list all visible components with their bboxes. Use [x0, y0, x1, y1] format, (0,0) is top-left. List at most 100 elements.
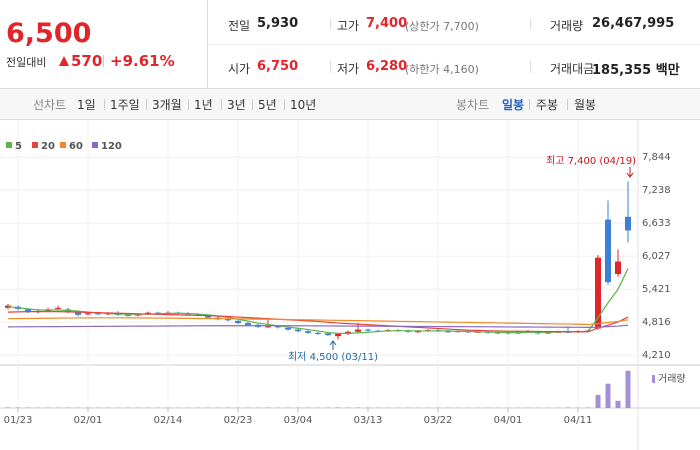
candle-body [75, 312, 81, 315]
divider [252, 99, 253, 110]
candle-body [125, 314, 131, 316]
stat-value: 7,400 [366, 16, 408, 31]
candle-body [355, 329, 361, 332]
divider [207, 0, 208, 88]
nav-label: 봉차트 [456, 98, 490, 112]
volume-bar [335, 407, 341, 408]
y-tick-label: 7,238 [642, 185, 671, 196]
candle-body [415, 331, 421, 333]
candle-body [205, 315, 211, 318]
stat-value: 26,467,995 [592, 16, 675, 31]
y-tick-label: 6,027 [642, 251, 671, 262]
stat-value: 185,355 백만 [592, 63, 680, 78]
period-button[interactable]: 1일 [77, 98, 96, 112]
stat-note: (상한가 7,700) [405, 20, 479, 33]
volume-bar [615, 400, 621, 408]
x-tick-label: 03/13 [354, 415, 383, 426]
legend-label: 거래량 [658, 373, 686, 385]
stat-note: (하한가 4,160) [405, 63, 479, 76]
ma-line [7, 311, 629, 333]
y-tick-label: 7,844 [642, 152, 671, 163]
period-button[interactable]: 5년 [258, 98, 277, 112]
candle-body [335, 333, 341, 337]
volume-bar [355, 407, 361, 408]
candle-body [625, 216, 631, 231]
candle-body [295, 329, 301, 332]
stat-label: 고가 [337, 19, 360, 33]
divider [208, 44, 700, 45]
stat-label: 거래대금 [550, 62, 595, 76]
x-tick-label: 03/22 [424, 415, 453, 426]
candle-body [605, 219, 611, 283]
divider [104, 99, 105, 110]
divider [330, 18, 331, 30]
divider [146, 99, 147, 110]
volume-bar [565, 407, 571, 408]
candle-body [315, 332, 321, 334]
change-label: 전일대비 [6, 56, 47, 69]
stat-value: 6,750 [257, 59, 299, 74]
candle-body [85, 313, 91, 315]
y-tick-label: 4,210 [642, 350, 671, 361]
candle-body [95, 313, 101, 315]
stat-label: 시가 [228, 62, 251, 76]
candle-body [245, 323, 251, 326]
annotation: 최고 7,400 (04/19) [546, 155, 636, 167]
volume-bar [5, 407, 11, 408]
candle-body [595, 257, 601, 329]
candle-body [285, 327, 291, 330]
header [0, 0, 700, 89]
legend-swatch [6, 142, 12, 148]
period-button[interactable]: 1년 [194, 98, 213, 112]
legend-swatch [60, 142, 66, 148]
candle-body [275, 326, 281, 328]
candle-body [445, 331, 451, 333]
divider [530, 61, 531, 73]
period-button[interactable]: 10년 [290, 98, 317, 112]
stat-value: 6,280 [366, 59, 408, 74]
x-tick-label: 01/23 [4, 415, 33, 426]
period-button[interactable]: 1주일 [110, 98, 140, 112]
x-tick-label: 03/04 [284, 415, 313, 426]
volume-bar [625, 370, 631, 408]
divider [221, 99, 222, 110]
x-tick-label: 04/11 [564, 415, 593, 426]
y-tick-label: 5,421 [642, 284, 671, 295]
candle-body [265, 326, 271, 328]
candle-body [235, 320, 241, 324]
x-tick-label: 02/01 [74, 415, 103, 426]
divider [284, 99, 285, 110]
divider [188, 99, 189, 110]
legend-swatch [652, 375, 655, 383]
stat-value: 5,930 [257, 16, 299, 31]
legend-label: 120 [101, 141, 122, 152]
legend-swatch [32, 142, 38, 148]
x-tick-label: 02/14 [154, 415, 183, 426]
y-tick-label: 6,633 [642, 218, 671, 229]
annotation-arrow [329, 340, 337, 350]
price: 6,500 [6, 18, 92, 49]
divider [330, 61, 331, 73]
ma-line [7, 268, 629, 335]
candle-body [55, 307, 61, 309]
nav-label: 선차트 [33, 98, 67, 112]
period-button[interactable]: 3개월 [152, 98, 182, 112]
candle-body [225, 318, 231, 321]
divider [103, 55, 104, 67]
period-button[interactable]: 월봉 [574, 98, 597, 112]
period-button[interactable]: 일봉 [502, 98, 525, 112]
legend-label: 60 [69, 141, 83, 152]
candle-body [305, 331, 311, 333]
stat-label: 저가 [337, 62, 360, 76]
up-arrow [59, 56, 69, 66]
period-button[interactable]: 주봉 [536, 98, 559, 112]
divider [567, 99, 568, 110]
stat-label: 전일 [228, 19, 251, 33]
period-button[interactable]: 3년 [227, 98, 246, 112]
legend-swatch [92, 142, 98, 148]
candle-body [325, 333, 331, 336]
annotation-arrow [626, 167, 634, 178]
x-tick-label: 04/01 [494, 415, 523, 426]
ma-line [7, 317, 629, 326]
